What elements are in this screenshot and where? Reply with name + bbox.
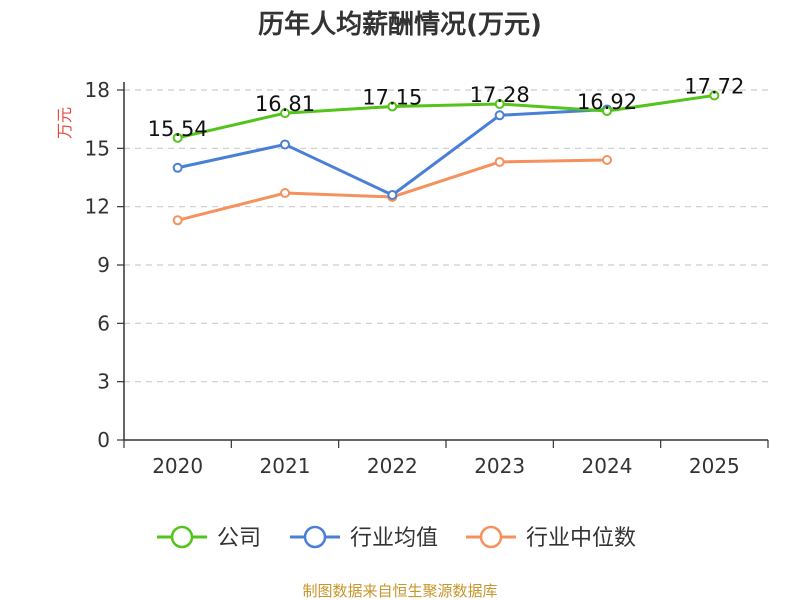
x-tick-label: 2025 (689, 454, 740, 478)
data-label: 17.28 (470, 83, 530, 107)
data-label: 16.81 (255, 92, 315, 116)
legend-label: 行业中位数 (526, 526, 636, 551)
data-point[interactable] (172, 215, 183, 226)
data-point[interactable] (602, 106, 612, 116)
y-tick-label: 18 (85, 78, 110, 102)
data-point[interactable] (387, 101, 398, 112)
y-tick-label: 6 (97, 311, 110, 335)
data-point[interactable] (494, 110, 505, 121)
data-point[interactable] (280, 108, 290, 119)
data-point[interactable] (494, 99, 505, 109)
series-line (177, 93, 715, 140)
data-point[interactable] (280, 188, 290, 199)
data-label: 16.92 (577, 90, 637, 114)
data-point[interactable] (602, 155, 612, 165)
data-point[interactable] (494, 156, 505, 167)
x-tick-label: 2023 (474, 454, 525, 478)
y-tick-label: 9 (97, 253, 110, 277)
data-point[interactable] (172, 162, 183, 173)
series-layer (172, 90, 720, 226)
legend-marker (479, 525, 503, 549)
axes: 0 3 6 9 12 15 18 2020 2021 2022 2023 2024 2025 (85, 78, 769, 478)
data-point[interactable] (709, 90, 720, 101)
legend-marker (303, 525, 327, 549)
y-axis-label: 万元 (55, 107, 74, 139)
data-label: 17.15 (362, 86, 422, 110)
y-tick-label: 12 (85, 195, 110, 219)
legend-marker (170, 525, 194, 549)
data-label: 15.54 (148, 117, 208, 141)
y-tick-label: 15 (85, 136, 110, 160)
x-tick-label: 2024 (582, 454, 633, 478)
grid-lines (124, 89, 768, 383)
legend-item-industry-median[interactable]: 行业中位数 (466, 525, 636, 551)
series-company (172, 90, 720, 143)
x-tick-label: 2020 (152, 454, 203, 478)
legend-label: 公司 (217, 526, 261, 551)
series-industry-mean (172, 104, 612, 200)
source-note: 制图数据来自恒生聚源数据库 (302, 582, 497, 600)
data-label: 17.72 (684, 74, 744, 98)
data-point[interactable] (280, 139, 290, 150)
data-point[interactable] (387, 190, 398, 200)
data-point[interactable] (172, 132, 183, 143)
legend-label: 行业均值 (350, 526, 438, 551)
chart-title: 历年人均薪酬情况(万元) (258, 9, 542, 40)
legend-item-company[interactable]: 公司 (157, 525, 261, 551)
y-tick-label: 3 (97, 370, 110, 394)
legend-item-industry-mean[interactable]: 行业均值 (290, 525, 438, 551)
x-tick-label: 2021 (260, 454, 311, 478)
legend[interactable]: 公司 行业均值 行业中位数 (157, 525, 636, 551)
data-labels: 15.54 16.81 17.15 17.28 16.92 17.72 (148, 74, 745, 140)
x-tick-label: 2022 (367, 454, 418, 478)
y-tick-label: 0 (97, 428, 110, 452)
